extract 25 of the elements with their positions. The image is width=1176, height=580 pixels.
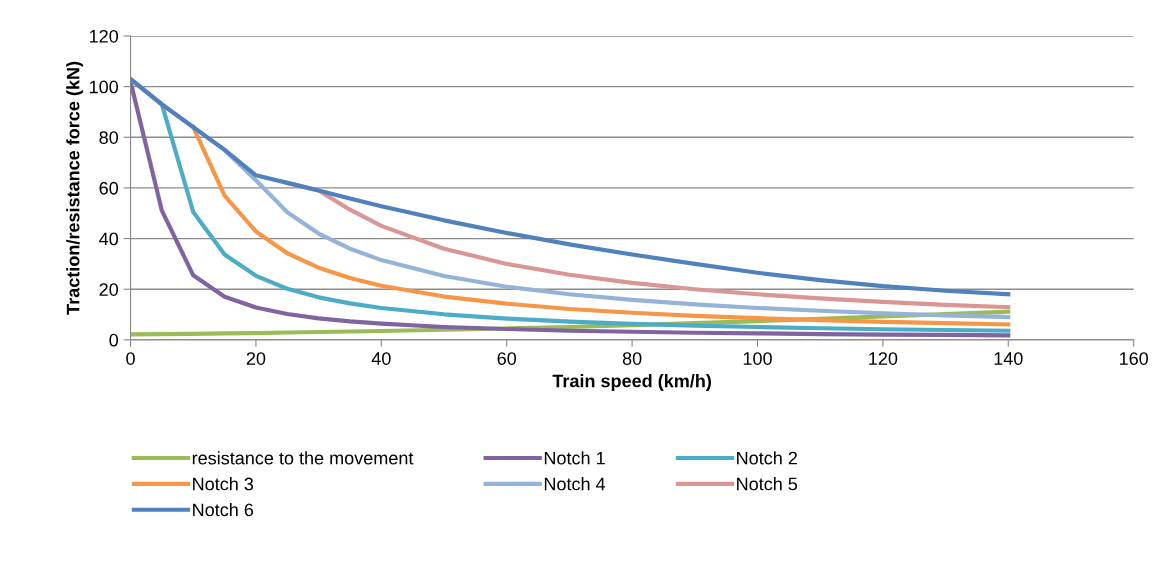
legend-label: Notch 6: [193, 502, 254, 517]
x-tick-label: 140: [994, 352, 1023, 365]
y-tick-label: 120: [89, 29, 119, 43]
x-tick-label: 100: [743, 352, 772, 365]
legend-label: resistance to the movement: [192, 451, 414, 465]
legend-label: Notch 3: [193, 477, 254, 491]
legend-label: Notch 2: [737, 451, 797, 465]
y-tick-label: 80: [99, 131, 119, 144]
y-tick-label: 0: [109, 333, 119, 347]
x-tick-label: 60: [497, 352, 517, 365]
x-tick-label: 0: [126, 352, 135, 365]
x-tick-label: 160: [1119, 352, 1149, 365]
x-tick-label: 40: [371, 352, 391, 365]
x-tick-label: 80: [622, 352, 642, 365]
y-tick-label: 60: [99, 181, 119, 195]
x-tick-label: 20: [246, 352, 266, 365]
y-tick-label: 20: [99, 283, 119, 296]
legend-label: Notch 4: [544, 477, 606, 491]
y-tick-label: 40: [99, 232, 119, 246]
y-tick-label: 100: [89, 80, 119, 94]
legend-label: Notch 1: [544, 451, 605, 465]
y-axis-title: Traction/resistance force (kN): [66, 61, 84, 315]
legend-label: Notch 5: [737, 477, 798, 491]
x-tick-label: 120: [869, 352, 898, 365]
x-axis-title: Train speed (km/h): [552, 374, 711, 391]
